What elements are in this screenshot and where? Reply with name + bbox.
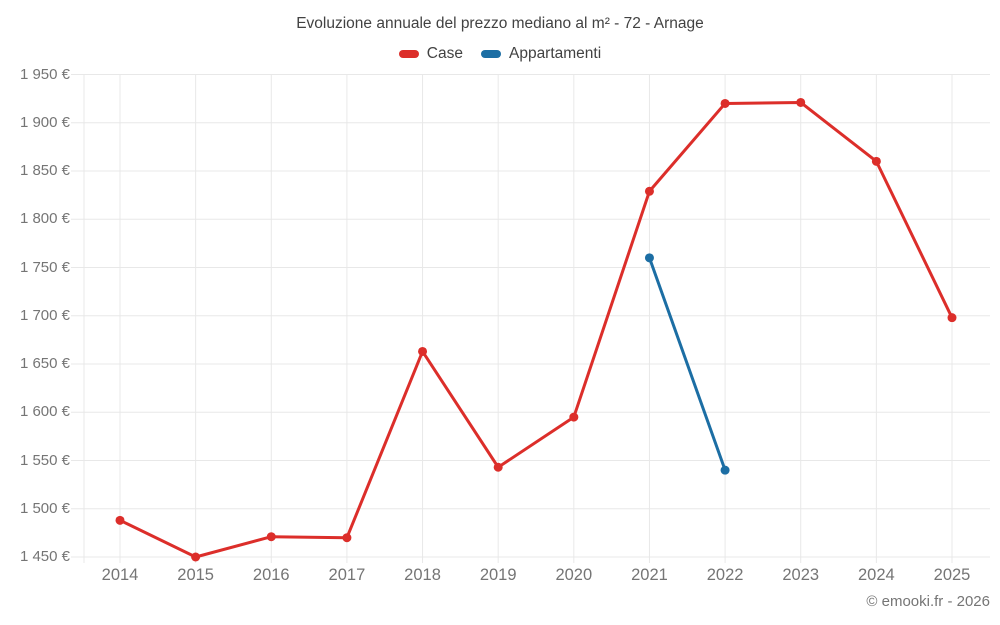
- legend-item-case[interactable]: Case: [398, 45, 463, 63]
- x-axis-tick-label: 2017: [328, 566, 366, 584]
- legend-item-appartamenti[interactable]: Appartamenti: [480, 45, 602, 63]
- y-axis-tick-label: 1 850 €: [19, 162, 70, 179]
- y-axis-tick-label: 1 450 €: [19, 548, 70, 565]
- case-series-swatch-icon: [398, 50, 419, 58]
- chart-title: Evoluzione annuale del prezzo mediano al…: [296, 15, 704, 32]
- y-axis-tick-label: 1 900 €: [19, 113, 70, 131]
- x-axis-tick-label: 2019: [479, 566, 517, 584]
- x-axis-tick-label: 2020: [555, 566, 593, 584]
- data-point-case[interactable]: [266, 532, 276, 542]
- data-point-case[interactable]: [569, 412, 579, 422]
- y-axis-tick-label: 1 950 €: [19, 65, 70, 83]
- chart-legend: Case Appartamenti: [0, 45, 1000, 63]
- legend-label-appartamenti: Appartamenti: [508, 45, 602, 62]
- y-axis-tick-label: 1 550 €: [19, 451, 70, 469]
- data-point-case[interactable]: [115, 515, 125, 525]
- copyright-watermark: © emooki.fr - 2026: [866, 593, 990, 610]
- x-axis-tick-label: 2023: [782, 566, 820, 584]
- x-axis-tick-label: 2024: [858, 566, 895, 584]
- data-point-case[interactable]: [418, 346, 428, 356]
- x-axis-tick-label: 2018: [404, 566, 441, 584]
- data-point-case[interactable]: [342, 533, 352, 543]
- y-axis-tick-label: 1 500 €: [19, 499, 70, 517]
- y-axis-tick-label: 1 800 €: [19, 210, 70, 228]
- series-line-case: [118, 100, 954, 559]
- x-axis-tick-label: 2022: [706, 566, 744, 584]
- x-axis-tick-label: 2021: [631, 566, 668, 584]
- data-point-case[interactable]: [720, 98, 730, 108]
- data-point-case[interactable]: [871, 156, 881, 166]
- y-axis-tick-label: 1 650 €: [19, 355, 70, 372]
- x-axis-tick-label: 2014: [101, 566, 139, 584]
- x-axis-tick-label: 2016: [252, 566, 290, 584]
- appartamenti-series-swatch-icon: [480, 50, 501, 58]
- x-axis-tick-label: 2015: [177, 566, 214, 584]
- series-line-appartamenti: [647, 256, 727, 472]
- y-axis-tick-label: 1 700 €: [19, 306, 70, 324]
- data-point-case[interactable]: [644, 186, 654, 196]
- x-axis-tick-label: 2025: [933, 566, 971, 584]
- data-point-appartamenti[interactable]: [720, 465, 730, 475]
- data-point-case[interactable]: [796, 97, 806, 107]
- data-point-case[interactable]: [191, 552, 201, 562]
- data-point-appartamenti[interactable]: [644, 253, 654, 263]
- y-axis-tick-label: 1 600 €: [19, 403, 70, 421]
- legend-label-case: Case: [426, 45, 463, 62]
- data-point-case[interactable]: [947, 313, 957, 323]
- data-point-case[interactable]: [493, 462, 503, 472]
- y-axis-tick-label: 1 750 €: [19, 258, 70, 276]
